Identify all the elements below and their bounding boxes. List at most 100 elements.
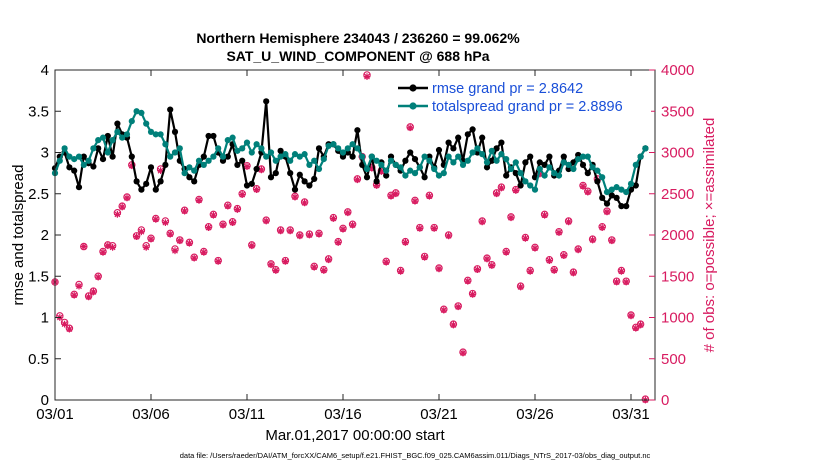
obs-assimilated-glyph: [440, 306, 448, 314]
obs-assimilated-point: [377, 168, 385, 175]
obs-assimilated-glyph: [248, 242, 256, 250]
obs-assimilated-point: [579, 182, 587, 190]
rmse-point: [503, 172, 510, 179]
rmse-point: [498, 139, 505, 146]
obs-assimilated-point: [507, 214, 515, 222]
obs-assimilated-point: [440, 306, 448, 314]
rmse-point: [402, 157, 409, 164]
totalspread-point: [147, 128, 155, 135]
totalspread-point: [133, 108, 140, 115]
obs-assimilated-point: [152, 215, 160, 223]
y2-axis-label: # of obs: o=possible; ×=assimilated: [701, 118, 718, 353]
obs-assimilated-point: [104, 242, 112, 250]
obs-assimilated-point: [272, 267, 280, 274]
totalspread-point: [239, 145, 246, 152]
obs-assimilated-point: [229, 219, 237, 227]
obs-assimilated-point: [176, 237, 184, 245]
totalspread-point: [119, 134, 126, 141]
obs-assimilated-point: [449, 321, 457, 329]
obs-assimilated-point: [435, 265, 443, 273]
obs-assimilated-glyph: [541, 211, 548, 219]
obs-assimilated-point: [296, 232, 304, 240]
totalspread-point: [435, 172, 443, 179]
obs-assimilated-glyph: [137, 228, 145, 236]
obs-assimilated-glyph: [387, 192, 395, 200]
obs-assimilated-point: [200, 248, 208, 256]
totalspread-point: [162, 141, 169, 148]
obs-assimilated-point: [526, 267, 534, 275]
totalspread-point: [373, 157, 380, 164]
obs-assimilated-point: [574, 246, 582, 254]
obs-assimilated-glyph: [185, 239, 193, 247]
obs-assimilated-point: [570, 269, 577, 277]
totalspread-point: [488, 147, 495, 154]
y2-tick-label: 3500: [661, 103, 694, 120]
obs-assimilated-point: [142, 243, 150, 251]
rmse-point: [205, 132, 212, 140]
obs-assimilated-point: [262, 217, 270, 225]
totalspread-point: [464, 157, 471, 164]
obs-assimilated-point: [190, 254, 198, 262]
obs-assimilated-glyph: [469, 290, 477, 298]
obs-assimilated-glyph: [512, 187, 520, 194]
rmse-point: [450, 145, 457, 152]
y2-tick-label: 4000: [661, 62, 694, 79]
y2-tick-label: 3000: [661, 145, 694, 162]
rmse-point: [109, 153, 116, 160]
totalspread-point: [95, 137, 102, 144]
totalspread-point: [234, 147, 241, 154]
obs-assimilated-point: [387, 192, 395, 200]
data-file-note: data file: /Users/raeder/DAI/ATM_forcXX/…: [180, 451, 651, 460]
obs-assimilated-glyph: [464, 277, 472, 285]
obs-assimilated-point: [257, 166, 265, 174]
totalspread-point: [114, 128, 121, 135]
rmse-point: [186, 174, 193, 181]
obs-assimilated-point: [320, 267, 328, 274]
obs-assimilated-glyph: [109, 243, 116, 251]
totalspread-point: [407, 167, 414, 174]
rmse-point: [147, 164, 155, 171]
totalspread-point: [325, 142, 332, 149]
obs-assimilated-glyph: [233, 206, 241, 213]
rmse-point: [210, 132, 217, 140]
totalspread-point: [599, 174, 606, 181]
obs-assimilated-glyph: [142, 243, 150, 251]
obs-assimilated-point: [325, 256, 333, 264]
obs-assimilated-point: [291, 193, 299, 201]
chart-title: Northern Hemisphere 234043 / 236260 = 99…: [196, 30, 520, 46]
totalspread-point: [584, 153, 591, 160]
legend-marker-spread: [409, 102, 417, 110]
obs-assimilated-glyph: [70, 291, 78, 299]
obs-assimilated-point: [248, 242, 256, 250]
totalspread-point: [531, 186, 539, 193]
obs-assimilated-point: [329, 215, 337, 222]
obs-assimilated-point: [214, 257, 222, 265]
axis-ticks: 03/01 03/06 03/11 03/16 03/21 03/26 03/31 0 0.5 1…: [28, 62, 694, 423]
obs-assimilated-glyph: [618, 267, 625, 275]
obs-assimilated-point: [99, 248, 107, 256]
rmse-point: [99, 156, 107, 163]
obs-assimilated-glyph: [329, 215, 337, 222]
rmse-point: [632, 182, 639, 189]
chart-subtitle: SAT_U_WIND_COMPONENT @ 688 hPa: [226, 48, 489, 64]
rmse-point: [272, 170, 279, 177]
obs-assimilated-glyph: [397, 267, 405, 275]
obs-assimilated-glyph: [66, 325, 73, 333]
totalspread-point: [565, 161, 572, 168]
obs-assimilated-glyph: [445, 232, 453, 240]
obs-assimilated-glyph: [425, 192, 433, 200]
obs-assimilated-point: [406, 124, 414, 132]
obs-assimilated-glyph: [325, 256, 333, 264]
obs-assimilated-glyph: [190, 254, 198, 262]
rmse-point: [613, 194, 620, 201]
obs-assimilated-glyph: [613, 278, 620, 286]
totalspread-point: [368, 153, 375, 160]
obs-assimilated-point: [90, 288, 97, 296]
totalspread-point: [383, 167, 390, 174]
obs-assimilated-glyph: [373, 182, 381, 189]
obs-assimilated-glyph: [334, 239, 342, 246]
obs-assimilated-point: [373, 182, 381, 189]
rmse-point: [517, 182, 524, 189]
legend-box: [393, 76, 651, 118]
obs-assimilated-point: [181, 207, 189, 215]
